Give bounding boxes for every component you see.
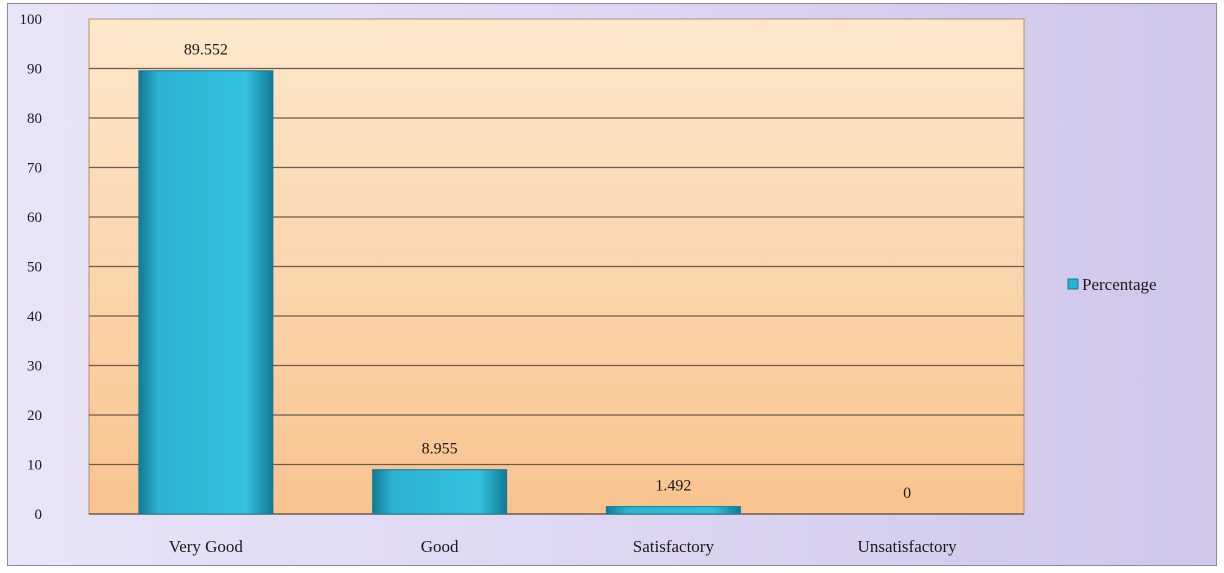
x-tick-label: Very Good — [169, 537, 244, 556]
y-tick-label: 80 — [27, 111, 42, 127]
x-axis: Very Good Good Satisfactory Unsatisfactory — [169, 537, 957, 556]
y-tick-label: 100 — [20, 12, 43, 28]
y-tick-label: 90 — [27, 62, 42, 78]
legend: Percentage — [1067, 275, 1157, 294]
y-tick-label: 0 — [35, 507, 43, 523]
bar-satisfactory — [605, 506, 741, 515]
x-tick-label: Unsatisfactory — [858, 537, 958, 556]
x-tick-label: Satisfactory — [633, 537, 715, 556]
y-tick-label: 60 — [27, 210, 42, 226]
bars: 89.552 8.955 1.492 0 — [138, 42, 911, 515]
data-label: 8.955 — [422, 441, 458, 458]
legend-swatch — [1067, 278, 1079, 290]
bar-very-good — [138, 70, 274, 515]
y-tick-label: 40 — [27, 309, 42, 325]
data-label: 1.492 — [655, 478, 691, 495]
y-tick-label: 70 — [27, 161, 42, 177]
y-tick-label: 50 — [27, 260, 42, 276]
y-tick-label: 20 — [27, 408, 42, 424]
legend-label: Percentage — [1082, 275, 1157, 294]
y-tick-label: 10 — [27, 458, 42, 474]
x-tick-label: Good — [421, 537, 459, 556]
bar-good — [372, 469, 508, 515]
y-tick-label: 30 — [27, 359, 42, 375]
data-label: 89.552 — [184, 42, 228, 59]
data-label: 0 — [903, 485, 911, 502]
